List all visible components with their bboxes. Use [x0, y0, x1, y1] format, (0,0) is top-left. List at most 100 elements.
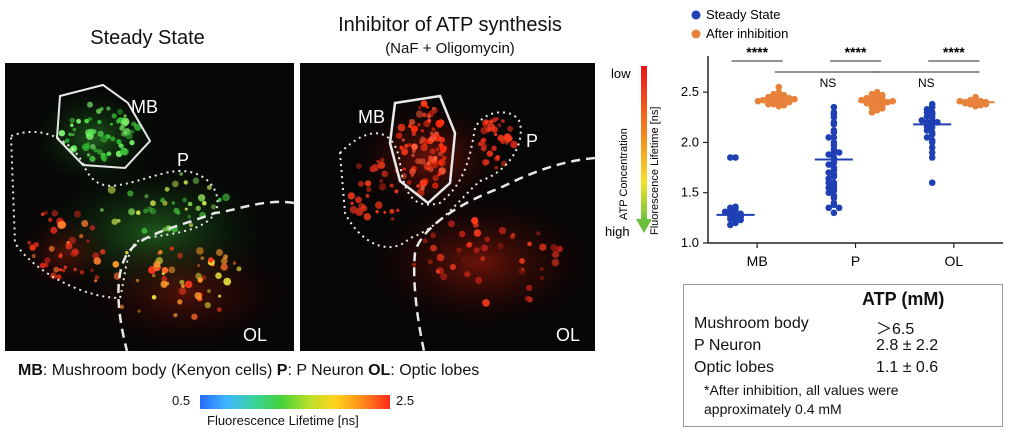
- cell-spot: [207, 185, 212, 190]
- cell-spot: [87, 101, 93, 108]
- cell-spot: [192, 177, 200, 184]
- data-point: [879, 105, 886, 112]
- cell-spot: [462, 257, 466, 261]
- data-point: [863, 94, 870, 102]
- cell-spot: [394, 189, 399, 194]
- data-point: [825, 204, 832, 212]
- colorbar-gradient: [200, 395, 390, 409]
- cell-spot: [399, 145, 404, 150]
- cell-spot: [215, 272, 222, 279]
- right-p-label: P: [526, 131, 538, 151]
- cell-spot: [127, 190, 134, 197]
- cell-spot: [418, 105, 422, 110]
- cell-spot: [497, 242, 504, 250]
- cell-spot: [179, 172, 183, 176]
- cell-spot: [473, 247, 480, 254]
- cell-spot: [110, 122, 113, 126]
- cell-spot: [401, 138, 405, 142]
- cell-spot: [420, 129, 425, 133]
- cell-spot: [486, 150, 494, 157]
- data-point: [835, 149, 843, 156]
- data-point: [928, 179, 936, 186]
- cell-spot: [417, 123, 421, 127]
- cell-spot: [416, 184, 420, 188]
- cell-spot: [356, 163, 362, 170]
- data-point: [825, 189, 832, 196]
- cell-spot: [111, 218, 118, 225]
- cell-spot: [179, 279, 185, 285]
- cell-spot: [177, 252, 183, 259]
- cell-spot: [484, 159, 490, 165]
- cell-spot: [390, 216, 395, 221]
- cell-spot: [57, 220, 66, 229]
- cell-spot: [494, 165, 499, 170]
- data-point: [732, 203, 739, 211]
- data-point: [830, 149, 838, 156]
- cell-spot: [480, 142, 487, 149]
- cell-spot: [411, 131, 417, 137]
- atp-table: ATP (mM) Mushroom body ＞6.5 P Neuron 2.8…: [683, 284, 1003, 427]
- data-point: [873, 107, 881, 114]
- cell-spot: [204, 302, 211, 309]
- cell-spot: [33, 241, 39, 248]
- cell-spot: [480, 256, 486, 262]
- cell-spot: [501, 119, 505, 123]
- data-point: [785, 94, 793, 102]
- data-point: [727, 154, 734, 161]
- cell-spot: [540, 267, 544, 271]
- cell-spot: [404, 143, 409, 149]
- atp-gradient-arrow-shaft: [641, 66, 647, 221]
- cell-spot: [84, 118, 90, 124]
- cell-spot: [41, 212, 45, 216]
- cell-spot: [188, 222, 194, 228]
- data-point: [868, 103, 876, 111]
- cell-spot: [435, 119, 444, 128]
- cell-spot: [136, 210, 141, 215]
- x-tick-label: P: [851, 253, 860, 269]
- legend-inhibition-label: After inhibition: [706, 26, 788, 41]
- cell-spot: [347, 192, 355, 200]
- cell-spot: [79, 234, 84, 239]
- data-point: [780, 101, 788, 109]
- cell-spot: [187, 214, 191, 219]
- atp-gradient-arrow-head: [636, 219, 652, 233]
- cell-spot: [130, 129, 135, 134]
- cell-spot: [500, 139, 506, 144]
- cell-spot: [363, 213, 371, 221]
- cell-spot: [172, 180, 179, 188]
- arrow-axis-label: ATP Concentration: [618, 128, 630, 220]
- cell-spot: [415, 110, 424, 118]
- caption-p-text: : P Neuron: [287, 362, 369, 379]
- cell-spot: [128, 208, 136, 216]
- data-point: [830, 201, 838, 209]
- atp-row-label: P Neuron: [694, 337, 762, 354]
- cell-spot: [59, 268, 62, 272]
- steady-state-image: MB P OL: [5, 63, 294, 351]
- cell-spot: [459, 230, 466, 238]
- cell-spot: [197, 194, 206, 202]
- data-point: [928, 103, 936, 111]
- cell-spot: [220, 263, 228, 271]
- chart-svg: Steady State After inhibition low high A…: [605, 7, 1003, 269]
- atp-row-value: ＞6.5: [876, 321, 915, 338]
- cell-spot: [137, 309, 141, 313]
- cell-spot: [422, 238, 428, 244]
- cell-spot: [539, 243, 547, 251]
- data-point: [765, 100, 772, 108]
- cell-spot: [456, 247, 462, 253]
- data-point: [830, 209, 838, 217]
- cell-spot: [96, 108, 102, 114]
- cell-spot: [134, 123, 142, 131]
- cell-spot: [173, 207, 180, 214]
- cell-spot: [383, 210, 387, 214]
- cell-spot: [169, 246, 174, 251]
- cell-spot: [473, 229, 482, 237]
- cell-spot: [64, 138, 70, 144]
- left-ol-label: OL: [243, 325, 267, 345]
- cell-spot: [184, 280, 193, 289]
- cell-spot: [510, 140, 518, 149]
- data-point: [721, 208, 729, 216]
- cell-spot: [365, 193, 370, 198]
- cell-spot: [183, 180, 188, 185]
- data-point: [918, 117, 926, 124]
